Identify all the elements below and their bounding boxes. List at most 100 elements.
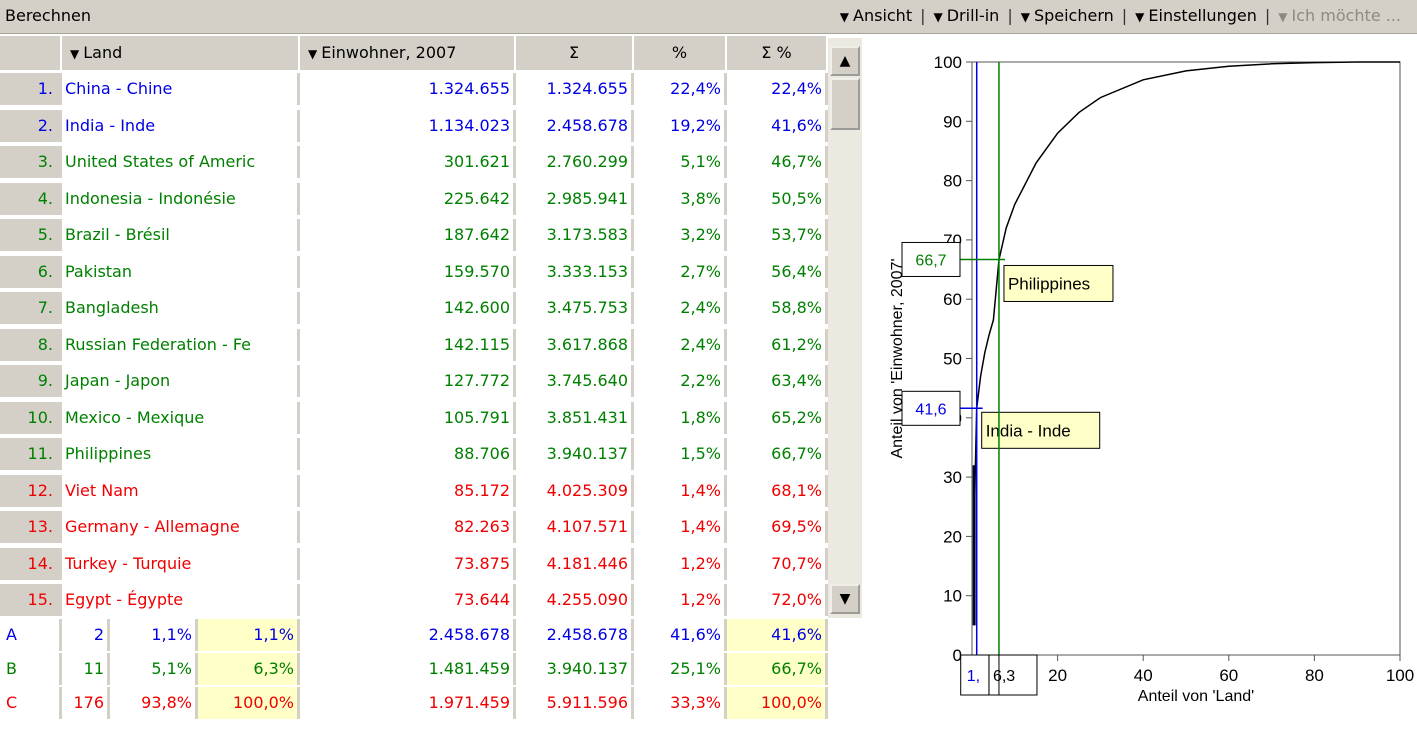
- menu-drill-in[interactable]: ▼ Drill-in: [925, 6, 1007, 25]
- table-row[interactable]: 14. Turkey - Turquie 73.875 4.181.446 1,2% 70…: [0, 547, 828, 581]
- header-sumpct[interactable]: Σ %: [727, 36, 828, 70]
- cell-land: Russian Federation - Fe: [62, 328, 300, 361]
- cell-einwohner: 301.621: [300, 146, 516, 178]
- cell-einwohner: 82.263: [300, 511, 516, 543]
- cell-pct: 1,2%: [634, 547, 727, 580]
- arrow-down-icon[interactable]: ▼: [830, 584, 860, 614]
- header-pct[interactable]: %: [634, 36, 727, 70]
- table-row[interactable]: 10. Mexico - Mexique 105.791 3.851.431 1,8% 6…: [0, 401, 828, 435]
- scrollbar-thumb[interactable]: [830, 78, 860, 130]
- toolbar-title[interactable]: Berechnen: [5, 6, 91, 25]
- dropdown-triangle-icon: ▼: [1135, 10, 1145, 24]
- cell-einwohner: 142.115: [300, 328, 516, 361]
- cell-pct: 2,7%: [634, 255, 727, 288]
- header-einwohner[interactable]: ▼ Einwohner, 2007: [300, 36, 516, 70]
- summary-row-c[interactable]: C 176 93,8% 100,0% 1.971.459 5.911.596 33,3% 10…: [0, 686, 828, 720]
- menu-label: Speichern: [1033, 6, 1114, 25]
- cell-sum: 3.745.640: [516, 365, 634, 397]
- vertical-scrollbar[interactable]: ▲ ▼: [828, 38, 862, 618]
- menu-ich-moechte[interactable]: ▼ Ich möchte ...: [1270, 6, 1409, 25]
- dropdown-triangle-icon: ▼: [933, 10, 943, 24]
- cell-sum: 2.458.678: [516, 109, 634, 142]
- chart-svg: 010203040506070809010020406080100Anteil …: [889, 53, 1414, 705]
- dropdown-triangle-icon: ▼: [1278, 10, 1288, 24]
- arrow-up-icon[interactable]: ▲: [830, 46, 860, 76]
- summary-pct2: 33,3%: [634, 687, 727, 719]
- y-tick-label: 10: [943, 587, 962, 606]
- summary-count: 176: [62, 687, 110, 719]
- cell-pct: 1,5%: [634, 438, 727, 470]
- menu-ansicht[interactable]: ▼ Ansicht: [832, 6, 920, 25]
- header-land[interactable]: ▼ Land: [62, 36, 300, 70]
- cell-land: Egypt - Égypte: [62, 584, 300, 616]
- marker-label: India - Inde: [986, 421, 1071, 440]
- table-row[interactable]: 5. Brazil - Brésil 187.642 3.173.583 3,2% 53,…: [0, 218, 828, 252]
- cell-einwohner: 159.570: [300, 255, 516, 288]
- table-row[interactable]: 4. Indonesia - Indonésie 225.642 2.985.941 3…: [0, 182, 828, 216]
- table-row[interactable]: 13. Germany - Allemagne 82.263 4.107.571 1,4…: [0, 510, 828, 544]
- toolbar: Berechnen ▼ Ansicht | ▼ Drill-in | ▼ Speicher…: [0, 0, 1417, 34]
- cell-land: Mexico - Mexique: [62, 401, 300, 434]
- summary-class: C: [0, 687, 62, 719]
- cell-sum: 4.255.090: [516, 584, 634, 616]
- table-row[interactable]: 7. Bangladesh 142.600 3.475.753 2,4% 58,8%: [0, 291, 828, 325]
- summary-sumpct: 41,6%: [727, 619, 828, 651]
- x-tick-label: 60: [1219, 666, 1238, 685]
- cell-sum: 4.181.446: [516, 547, 634, 580]
- y-tick-label: 20: [943, 527, 962, 546]
- cell-pct: 1,4%: [634, 511, 727, 543]
- summary-cumpct: 1,1%: [198, 619, 300, 651]
- table-row[interactable]: 15. Egypt - Égypte 73.644 4.255.090 1,2% 72,0…: [0, 583, 828, 617]
- dropdown-triangle-icon: ▼: [839, 10, 850, 24]
- cell-pct: 19,2%: [634, 109, 727, 142]
- menu-einstellungen[interactable]: ▼ Einstellungen: [1127, 6, 1265, 25]
- table-row[interactable]: 11. Philippines 88.706 3.940.137 1,5% 66,7%: [0, 437, 828, 471]
- summary-row-a[interactable]: A 2 1,1% 1,1% 2.458.678 2.458.678 41,6% 41,6%: [0, 618, 828, 652]
- cell-pct: 22,4%: [634, 73, 727, 105]
- cell-land: Japan - Japon: [62, 365, 300, 397]
- table-row[interactable]: 9. Japan - Japon 127.772 3.745.640 2,2% 63,4%: [0, 364, 828, 398]
- cell-einwohner: 88.706: [300, 438, 516, 470]
- x-tick-label: 100: [1386, 666, 1414, 685]
- summary-class: B: [0, 653, 62, 685]
- header-label: Land: [83, 43, 123, 62]
- cell-sum: 3.617.868: [516, 328, 634, 361]
- table-row[interactable]: 12. Viet Nam 85.172 4.025.309 1,4% 68,1%: [0, 474, 828, 508]
- table-row[interactable]: 3. United States of Americ 301.621 2.760.29…: [0, 145, 828, 179]
- summary-row-b[interactable]: B 11 5,1% 6,3% 1.481.459 3.940.137 25,1% 66,7%: [0, 652, 828, 686]
- cell-land: Germany - Allemagne: [62, 511, 300, 543]
- table-row[interactable]: 6. Pakistan 159.570 3.333.153 2,7% 56,4%: [0, 255, 828, 289]
- summary-class: A: [0, 619, 62, 651]
- marker-y-box: [901, 241, 961, 277]
- cell-land: Viet Nam: [62, 474, 300, 507]
- menu-separator: |: [1007, 6, 1013, 25]
- cell-sum: 3.475.753: [516, 292, 634, 324]
- header-row-number: [0, 36, 62, 70]
- cell-einwohner: 73.875: [300, 547, 516, 580]
- row-number: 12.: [0, 474, 62, 507]
- marker-y-box: [901, 390, 961, 426]
- row-number: 6.: [0, 255, 62, 288]
- table-row[interactable]: 2. India - Inde 1.134.023 2.458.678 19,2% 41,…: [0, 109, 828, 143]
- row-number: 2.: [0, 109, 62, 142]
- cell-pct: 3,2%: [634, 219, 727, 251]
- row-number: 7.: [0, 292, 62, 324]
- lorenz-curve-line: [973, 61, 1400, 523]
- summary-einwohner: 2.458.678: [300, 619, 516, 651]
- menu-separator: |: [1121, 6, 1128, 25]
- y-tick-label: 50: [943, 350, 962, 369]
- plot-frame: [971, 61, 1401, 656]
- row-number: 15.: [0, 584, 62, 616]
- row-number: 9.: [0, 365, 62, 397]
- cell-land: Turkey - Turquie: [62, 547, 300, 580]
- table-row[interactable]: 1. China - Chine 1.324.655 1.324.655 22,4% 22…: [0, 72, 828, 106]
- table-row[interactable]: 8. Russian Federation - Fe 142.115 3.617.86…: [0, 328, 828, 362]
- cell-sumpct: 72,0%: [727, 584, 828, 616]
- header-sum[interactable]: Σ: [516, 36, 634, 70]
- cell-einwohner: 1.134.023: [300, 109, 516, 142]
- cell-sumpct: 66,7%: [727, 438, 828, 470]
- cell-sum: 2.985.941: [516, 182, 634, 215]
- row-number: 1.: [0, 73, 62, 105]
- menu-speichern[interactable]: ▼ Speichern: [1013, 6, 1122, 25]
- cell-pct: 3,8%: [634, 182, 727, 215]
